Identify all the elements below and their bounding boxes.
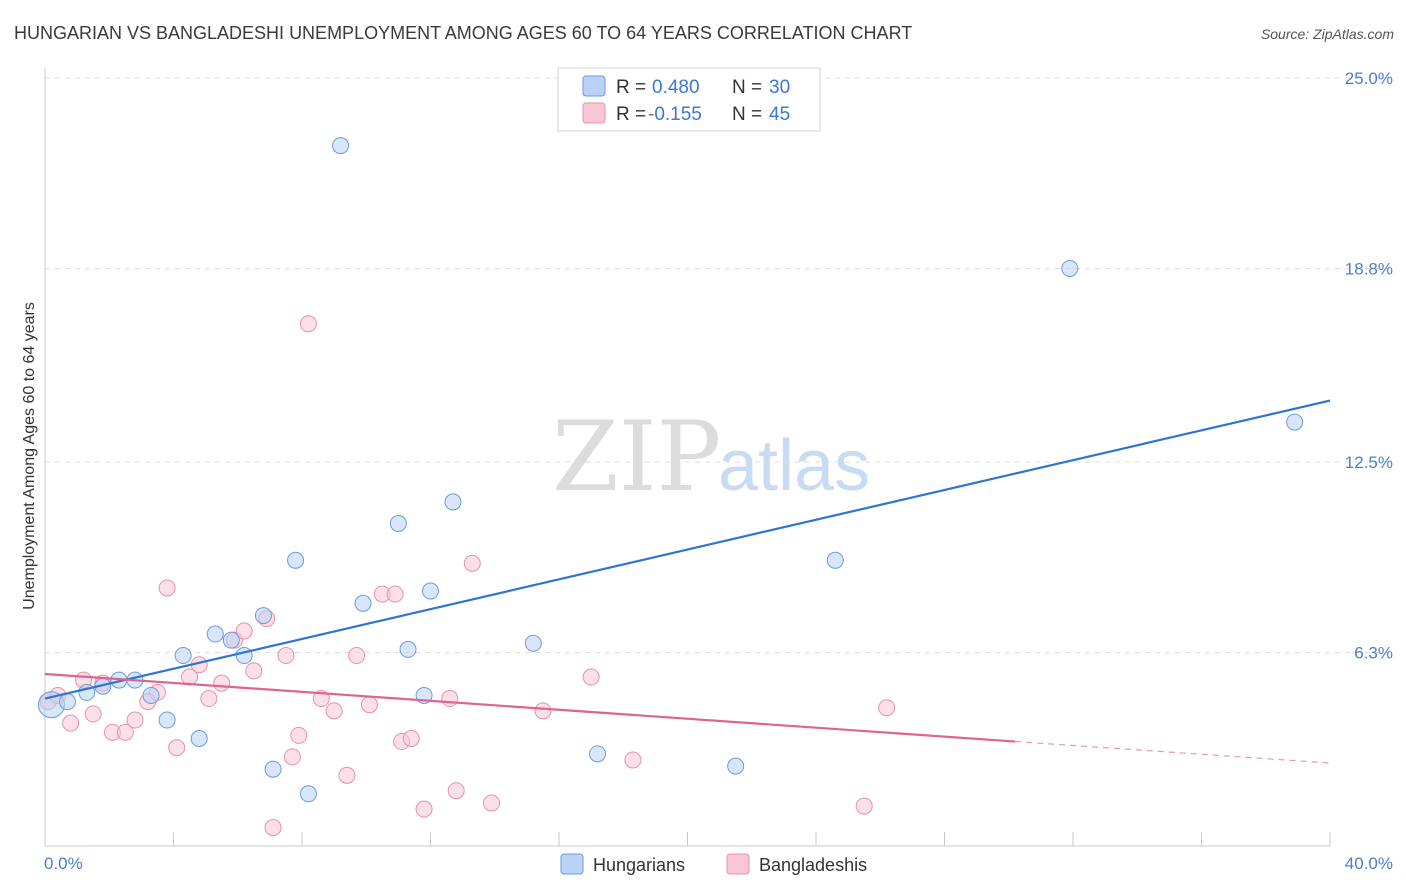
bangladeshis-point-39 (483, 794, 501, 812)
watermark-atlas: atlas (718, 426, 870, 506)
hungarians-point-11 (222, 631, 240, 649)
hungarians-point-23 (444, 493, 462, 511)
hungarians-swatch (582, 75, 606, 97)
y-tick-label-1: 12.5% (1345, 453, 1393, 472)
bangladeshis-point-42 (624, 751, 642, 769)
bangladeshis-point-28 (338, 766, 356, 784)
hungarians-n-label: N = (732, 77, 762, 98)
bangladeshis-point-16 (213, 674, 231, 692)
hungarians-trend-line (44, 399, 1331, 700)
bangladeshis-r-value: -0.155 (648, 104, 702, 125)
x-tick-marks (173, 832, 1331, 846)
hungarians-point-1 (58, 693, 76, 711)
bangladeshis-point-8 (126, 711, 144, 729)
series-legend: Hungarians Bangladeshis (560, 853, 867, 875)
bangladeshis-point-27 (325, 702, 343, 720)
bangladeshis-point-44 (878, 699, 896, 717)
hungarians-point-19 (389, 514, 407, 532)
hungarians-point-15 (287, 551, 305, 569)
hungarians-point-24 (524, 634, 542, 652)
hungarians-point-13 (254, 607, 272, 625)
hungarians-point-20 (399, 640, 417, 658)
bangladeshis-point-38 (463, 554, 481, 572)
stats-legend: R = 0.480 N = 30 R = -0.155 N = 45 (557, 67, 821, 132)
bangladeshis-point-19 (245, 662, 263, 680)
bangladeshis-point-24 (290, 726, 308, 744)
hungarians-point-25 (589, 745, 607, 763)
x-tick-label-min: 0.0% (44, 854, 83, 873)
bangladeshis-point-43 (855, 797, 873, 815)
bangladeshis-point-2 (62, 714, 80, 732)
y-tick-label-3: 25.0% (1345, 69, 1393, 88)
bangladeshis-point-7 (116, 723, 134, 741)
legend-hungarians-label: Hungarians (593, 855, 685, 875)
bangladeshis-point-11 (158, 579, 176, 597)
bangladeshis-n-label: N = (732, 104, 762, 125)
hungarians-point-28 (1061, 259, 1079, 277)
source-label: Source: ZipAtlas.com (1261, 26, 1394, 42)
hungarians-point-14 (264, 760, 282, 778)
bangladeshis-point-30 (360, 696, 378, 714)
bangladeshis-point-23 (283, 748, 301, 766)
hungarians-point-6 (142, 686, 160, 704)
hungarians-point-26 (727, 757, 745, 775)
hungarians-r-label: R = (616, 77, 646, 98)
hungarians-n-value: 30 (769, 77, 790, 98)
hungarians-points (37, 137, 1304, 803)
bangladeshis-point-34 (402, 729, 420, 747)
y-axis-label: Unemployment Among Ages 60 to 64 years (21, 302, 38, 610)
bangladeshis-point-32 (386, 585, 404, 603)
bangladeshis-point-35 (415, 800, 433, 818)
trend-lines (44, 399, 1331, 764)
watermark-zip: ZIP (552, 401, 721, 513)
watermark: ZIP atlas (552, 401, 870, 513)
bangladeshis-point-36 (441, 690, 459, 708)
hungarians-point-17 (332, 137, 350, 155)
hungarians-point-22 (422, 582, 439, 600)
hungarians-point-10 (206, 625, 224, 643)
hungarians-point-8 (174, 647, 192, 665)
bangladeshis-r-label: R = (616, 104, 646, 125)
bangladeshis-point-41 (582, 668, 600, 686)
y-tick-label-0: 6.3% (1354, 643, 1393, 662)
hungarians-r-value: 0.480 (652, 77, 700, 98)
bangladeshis-points (39, 315, 896, 837)
bangladeshis-point-15 (200, 690, 218, 708)
bangladeshis-swatch (582, 102, 606, 124)
bangladeshis-point-12 (168, 739, 186, 757)
y-tick-labels: 6.3% 12.5% 18.8% 25.0% (1345, 69, 1393, 662)
bangladeshis-point-37 (447, 782, 465, 800)
hungarians-point-7 (158, 711, 176, 729)
chart-title: HUNGARIAN VS BANGLADESHI UNEMPLOYMENT AM… (14, 23, 912, 43)
bangladeshis-trend-line (44, 672, 1016, 743)
legend-bangladeshis-label: Bangladeshis (759, 855, 867, 875)
bangladeshis-point-40 (534, 702, 552, 720)
hungarians-point-9 (190, 729, 208, 747)
bangladeshis-point-21 (264, 819, 282, 837)
bangladeshis-point-29 (348, 647, 366, 665)
y-tick-label-2: 18.8% (1345, 259, 1393, 278)
hungarians-point-18 (354, 594, 372, 612)
x-tick-label-max: 40.0% (1345, 854, 1393, 873)
bangladeshis-trend-extension (1015, 740, 1331, 764)
bangladeshis-point-22 (277, 647, 295, 665)
hungarians-point-29 (1286, 413, 1304, 431)
hungarians-point-16 (299, 785, 317, 803)
grid-lines (45, 77, 1394, 653)
bangladeshis-n-value: 45 (769, 104, 790, 125)
hungarians-point-27 (826, 551, 844, 569)
bangladeshis-point-25 (299, 315, 317, 333)
bangladeshis-point-18 (235, 622, 253, 640)
bangladeshis-point-4 (84, 705, 102, 723)
legend-hungarians-swatch (560, 853, 584, 875)
legend-bangladeshis-swatch (726, 853, 750, 875)
